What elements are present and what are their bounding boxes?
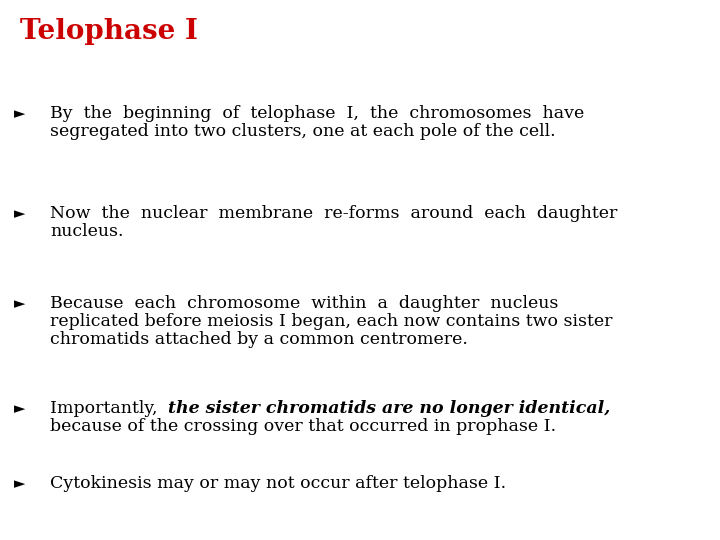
Text: By  the  beginning  of  telophase  I,  the  chromosomes  have: By the beginning of telophase I, the chr… (50, 105, 584, 122)
Text: the sister chromatids are no longer identical,: the sister chromatids are no longer iden… (168, 400, 611, 417)
Text: Cytokinesis may or may not occur after telophase I.: Cytokinesis may or may not occur after t… (50, 475, 506, 492)
Text: Now  the  nuclear  membrane  re-forms  around  each  daughter: Now the nuclear membrane re-forms around… (50, 205, 617, 222)
Text: ►: ► (14, 402, 25, 416)
Text: replicated before meiosis I began, each now contains two sister: replicated before meiosis I began, each … (50, 313, 613, 330)
Text: segregated into two clusters, one at each pole of the cell.: segregated into two clusters, one at eac… (50, 123, 556, 140)
Text: Because  each  chromosome  within  a  daughter  nucleus: Because each chromosome within a daughte… (50, 295, 559, 312)
Text: Telophase I: Telophase I (20, 18, 198, 45)
Text: ►: ► (14, 477, 25, 491)
Text: because of the crossing over that occurred in prophase I.: because of the crossing over that occurr… (50, 418, 556, 435)
Text: nucleus.: nucleus. (50, 223, 124, 240)
Text: chromatids attached by a common centromere.: chromatids attached by a common centrome… (50, 331, 468, 348)
Text: ►: ► (14, 297, 25, 311)
Text: ►: ► (14, 107, 25, 121)
Text: Importantly,: Importantly, (50, 400, 168, 417)
Text: ►: ► (14, 207, 25, 221)
